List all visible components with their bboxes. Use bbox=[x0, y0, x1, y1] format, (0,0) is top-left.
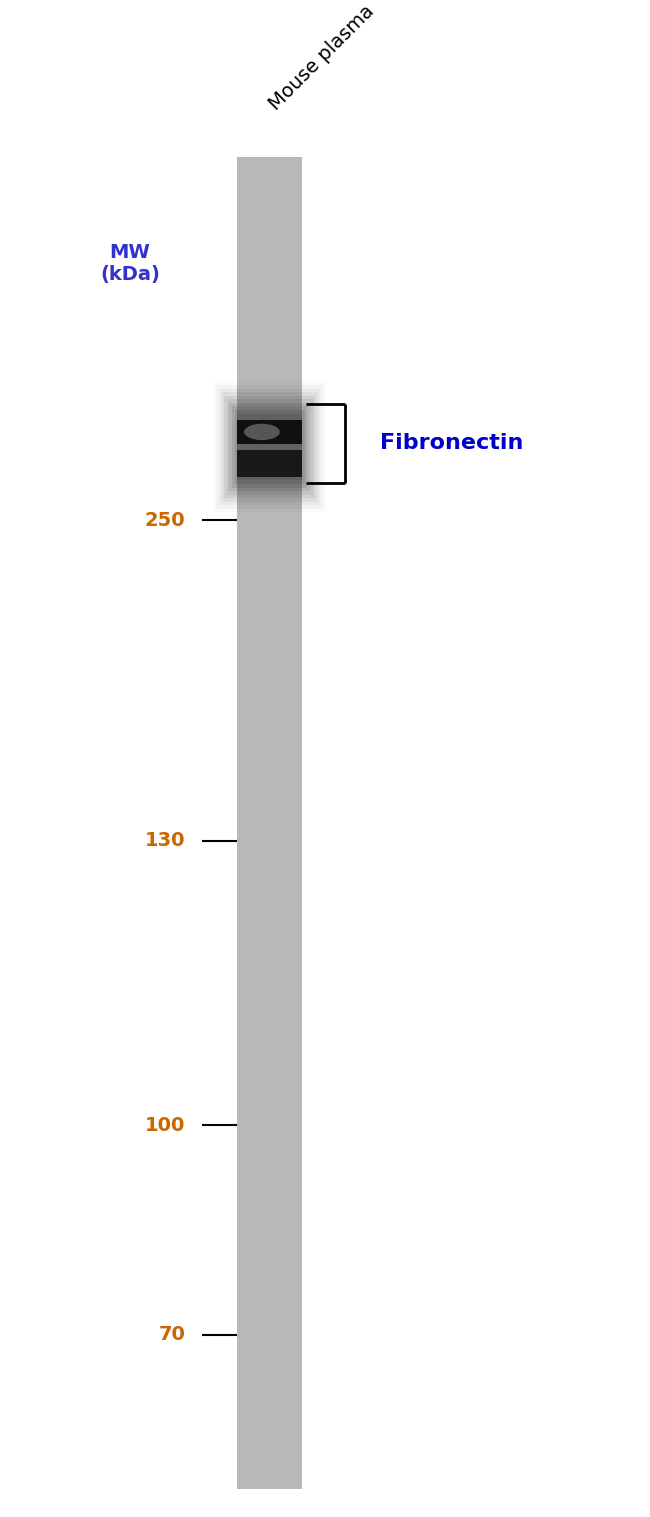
Bar bbox=[224, 396, 315, 498]
Text: 70: 70 bbox=[159, 1326, 185, 1344]
Bar bbox=[237, 420, 302, 443]
Bar bbox=[232, 407, 307, 487]
Bar bbox=[229, 404, 310, 492]
Text: MW
(kDa): MW (kDa) bbox=[100, 243, 160, 284]
Bar bbox=[222, 393, 318, 502]
Bar bbox=[237, 158, 302, 1488]
Ellipse shape bbox=[244, 423, 280, 440]
Bar bbox=[237, 414, 302, 481]
Bar bbox=[219, 388, 320, 505]
Bar bbox=[237, 451, 302, 476]
Text: 130: 130 bbox=[145, 831, 185, 850]
Bar bbox=[214, 381, 326, 513]
Bar bbox=[216, 385, 323, 508]
Text: 250: 250 bbox=[144, 511, 185, 529]
Bar bbox=[235, 410, 305, 484]
Text: Mouse plasma: Mouse plasma bbox=[265, 2, 378, 114]
Bar bbox=[227, 399, 313, 495]
Text: Fibronectin: Fibronectin bbox=[380, 434, 524, 454]
Text: 100: 100 bbox=[145, 1117, 185, 1135]
